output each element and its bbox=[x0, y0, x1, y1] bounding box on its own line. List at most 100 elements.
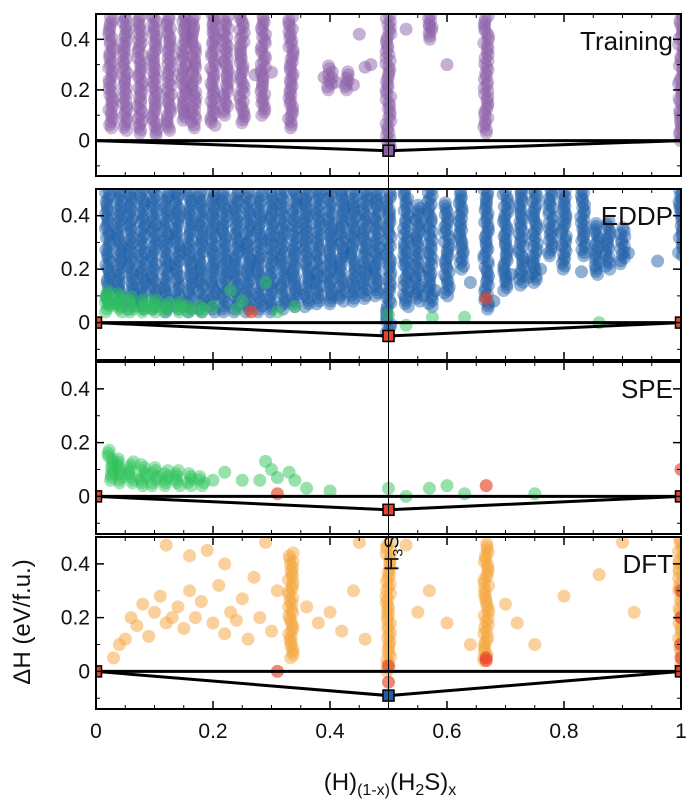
data-point bbox=[120, 102, 134, 116]
data-point bbox=[101, 204, 115, 218]
data-point bbox=[184, 302, 198, 316]
data-point bbox=[161, 96, 175, 110]
data-point bbox=[186, 25, 200, 39]
data-point bbox=[575, 265, 588, 279]
data-point bbox=[400, 246, 414, 260]
data-point bbox=[99, 243, 113, 257]
data-point bbox=[401, 300, 415, 314]
data-point bbox=[352, 537, 366, 549]
data-point bbox=[360, 259, 374, 272]
data-point bbox=[197, 293, 211, 307]
data-point bbox=[277, 275, 290, 289]
data-point bbox=[479, 281, 493, 295]
data-point bbox=[228, 200, 241, 214]
data-point bbox=[163, 99, 177, 113]
column-eddp-8 bbox=[192, 189, 211, 319]
data-point bbox=[217, 24, 231, 38]
data-point bbox=[219, 248, 233, 262]
data-point bbox=[219, 215, 233, 229]
data-point bbox=[345, 240, 359, 254]
data-point bbox=[323, 216, 337, 230]
data-point bbox=[574, 189, 588, 203]
data-point bbox=[162, 14, 176, 26]
data-point bbox=[236, 59, 250, 73]
data-point bbox=[558, 189, 572, 198]
data-point bbox=[172, 287, 186, 301]
data-point bbox=[673, 14, 681, 28]
data-point bbox=[380, 242, 394, 256]
data-point bbox=[359, 268, 373, 281]
data-point bbox=[545, 189, 559, 200]
data-point bbox=[118, 105, 132, 119]
data-point bbox=[674, 113, 681, 127]
data-point bbox=[423, 231, 437, 245]
data-point bbox=[262, 263, 276, 277]
data-points bbox=[102, 14, 681, 158]
data-point bbox=[481, 111, 495, 125]
data-point bbox=[216, 260, 230, 274]
data-point bbox=[185, 275, 199, 289]
data-point bbox=[206, 245, 220, 259]
data-point bbox=[345, 216, 359, 230]
data-point bbox=[219, 230, 232, 244]
data-point bbox=[104, 16, 118, 30]
data-point bbox=[146, 272, 160, 286]
column-training-7 bbox=[204, 14, 222, 132]
data-point bbox=[176, 50, 190, 64]
data-point bbox=[455, 253, 469, 267]
data-point bbox=[240, 191, 254, 205]
data-point bbox=[278, 215, 292, 229]
data-point bbox=[379, 51, 393, 65]
data-point bbox=[158, 233, 172, 247]
data-point bbox=[207, 218, 221, 232]
data-point bbox=[244, 305, 258, 319]
data-point bbox=[111, 222, 125, 236]
data-point bbox=[500, 281, 514, 294]
data-point bbox=[282, 600, 296, 614]
data-point bbox=[237, 35, 251, 49]
data-point bbox=[179, 17, 193, 31]
data-point bbox=[216, 242, 230, 256]
data-point bbox=[313, 216, 327, 230]
data-point bbox=[161, 57, 175, 71]
data-point bbox=[530, 222, 544, 235]
data-point bbox=[526, 189, 539, 196]
data-point bbox=[231, 224, 245, 238]
data-point bbox=[408, 258, 422, 272]
data-point bbox=[176, 77, 190, 91]
data-point bbox=[188, 46, 202, 60]
data-point bbox=[254, 293, 268, 307]
data-point bbox=[480, 78, 494, 92]
ticks bbox=[95, 189, 682, 360]
data-point bbox=[411, 198, 425, 212]
data-point bbox=[235, 14, 249, 28]
data-point bbox=[424, 267, 438, 281]
data-point bbox=[265, 287, 279, 301]
data-point bbox=[158, 251, 172, 265]
column-eddp-18 bbox=[309, 189, 328, 311]
data-point bbox=[270, 471, 284, 485]
data-point bbox=[602, 256, 616, 270]
data-point bbox=[516, 254, 530, 268]
data-point bbox=[382, 637, 396, 651]
data-point bbox=[479, 245, 493, 259]
data-point bbox=[219, 15, 233, 29]
data-point bbox=[290, 192, 304, 206]
data-point bbox=[207, 22, 221, 36]
data-point bbox=[181, 242, 194, 256]
data-point bbox=[602, 241, 615, 255]
data-point bbox=[124, 290, 138, 304]
data-point bbox=[360, 211, 374, 224]
data-point bbox=[383, 215, 397, 229]
data-point bbox=[379, 117, 393, 131]
data-point bbox=[542, 234, 556, 248]
data-point bbox=[344, 246, 358, 260]
data-point bbox=[478, 636, 492, 650]
data-point bbox=[159, 296, 173, 310]
data-point bbox=[477, 72, 491, 86]
data-point bbox=[221, 21, 235, 35]
data-point bbox=[325, 207, 339, 221]
data-point bbox=[218, 236, 231, 250]
data-point bbox=[216, 189, 230, 202]
data-point bbox=[217, 212, 231, 226]
